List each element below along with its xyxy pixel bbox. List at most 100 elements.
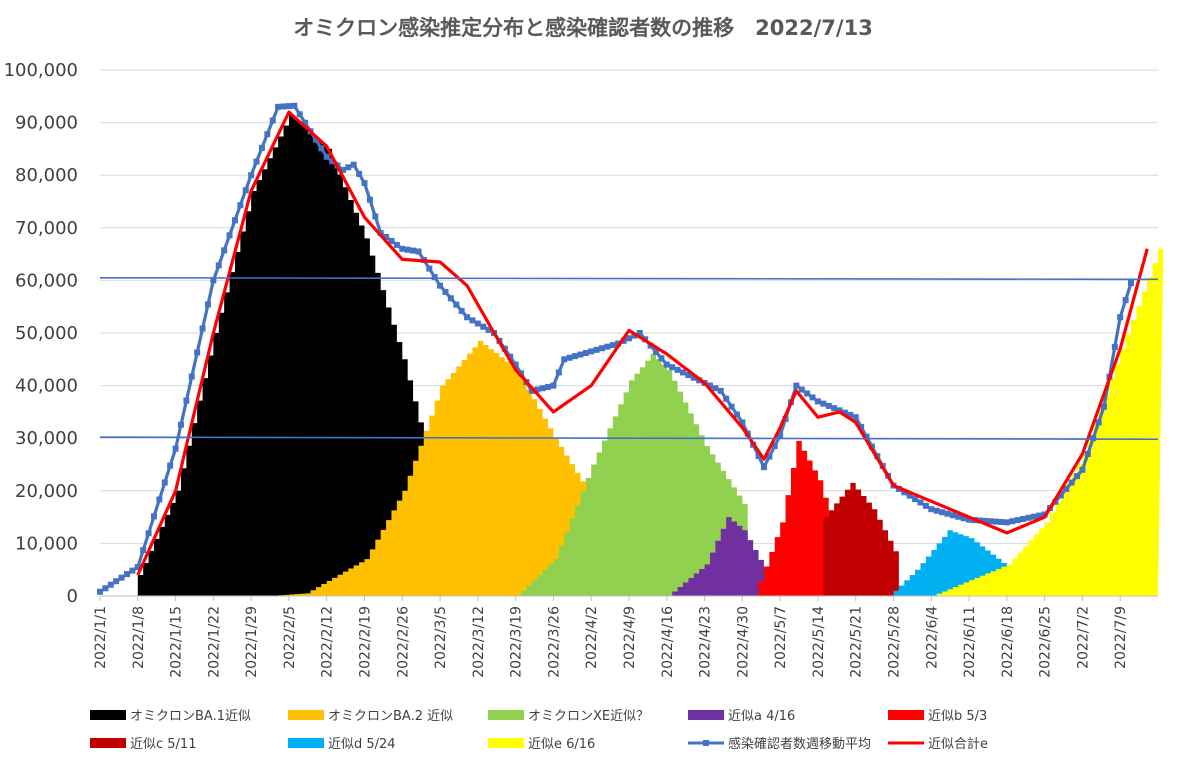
line-marker	[933, 507, 940, 514]
line-marker	[113, 578, 120, 585]
line-marker	[415, 248, 422, 255]
line-marker	[458, 307, 465, 314]
line-marker	[1009, 518, 1016, 525]
line-marker	[939, 509, 946, 516]
line-marker	[480, 323, 487, 330]
x-tick-label: 2022/4/16	[660, 606, 676, 678]
area-series	[931, 248, 1164, 596]
line-marker	[960, 515, 967, 522]
line-marker	[777, 432, 784, 439]
line-marker	[518, 370, 525, 377]
line-marker	[609, 342, 616, 349]
x-tick-label: 2022/4/9	[622, 606, 638, 669]
legend-marker	[703, 740, 709, 746]
line-marker	[426, 265, 433, 272]
line-marker	[410, 247, 417, 254]
line-marker	[917, 499, 924, 506]
legend-label: オミクロンBA.2 近似	[328, 709, 453, 724]
y-tick-label: 30,000	[15, 428, 78, 449]
line-marker	[690, 374, 697, 381]
area-series	[137, 114, 430, 597]
x-tick-label: 2022/2/5	[282, 606, 298, 669]
line-marker	[804, 390, 811, 397]
line-marker	[464, 314, 471, 321]
line-series	[136, 110, 1149, 576]
line-marker	[399, 245, 406, 252]
line-marker	[350, 161, 357, 168]
reference-line	[99, 276, 1159, 281]
line-marker	[1068, 479, 1075, 486]
line-marker	[361, 180, 368, 187]
line-marker	[253, 158, 260, 165]
legend-label: 近似d 5/24	[328, 737, 396, 752]
line-marker	[1128, 280, 1135, 287]
line-marker	[318, 145, 325, 152]
chart-title: オミクロン感染推定分布と感染確認者数の推移 2022/7/13	[293, 16, 873, 40]
line-marker	[118, 574, 125, 581]
reference-lines	[99, 276, 1159, 441]
line-marker	[663, 361, 670, 368]
line-marker	[507, 353, 514, 360]
line-marker	[291, 102, 298, 109]
line-marker	[102, 585, 109, 592]
line-marker	[204, 301, 211, 308]
y-tick-label: 70,000	[15, 218, 78, 239]
line-marker	[685, 372, 692, 379]
line-marker	[1084, 450, 1091, 457]
line-marker	[231, 217, 238, 224]
x-tick-label: 2022/5/7	[773, 606, 789, 669]
x-tick-label: 2022/1/15	[169, 606, 185, 678]
area-series	[267, 340, 603, 596]
x-tick-label: 2022/1/1	[93, 606, 109, 669]
y-tick-label: 60,000	[15, 270, 78, 291]
line-marker	[1111, 344, 1118, 351]
line-marker	[366, 196, 373, 203]
line-marker	[528, 387, 535, 394]
legend-swatch	[488, 738, 524, 748]
line-marker	[453, 301, 460, 308]
line-marker	[129, 567, 136, 574]
line-marker	[1020, 515, 1027, 522]
line-marker	[966, 516, 973, 523]
line-marker	[248, 172, 255, 179]
line-marker	[442, 288, 449, 295]
legend-label: 近似c 5/11	[130, 737, 196, 752]
line-marker	[604, 343, 611, 350]
line-marker	[539, 385, 546, 392]
line-marker	[588, 348, 595, 355]
legend-swatch	[288, 710, 324, 720]
line-marker	[210, 277, 217, 284]
line-marker	[285, 103, 292, 110]
x-tick-label: 2022/1/8	[131, 606, 147, 669]
line-marker	[269, 117, 276, 124]
line-marker	[545, 383, 552, 390]
x-axis: 2022/1/1 2022/1/8 2022/1/15 2022/1/22 2022/1…	[93, 595, 1158, 678]
line-marker	[199, 325, 206, 332]
line-marker	[1057, 492, 1064, 499]
x-tick-label: 2022/3/26	[546, 606, 562, 678]
line-marker	[987, 518, 994, 525]
line-marker	[156, 496, 163, 503]
line-marker	[280, 103, 287, 110]
y-axis: 0 10,000 20,000 30,000 40,000 50,000 60,000 70,…	[4, 60, 78, 607]
line-marker	[755, 452, 762, 459]
line-marker	[555, 369, 562, 376]
line-marker	[1090, 435, 1097, 442]
line-marker	[669, 364, 676, 371]
line-marker	[356, 170, 363, 177]
line-marker	[949, 512, 956, 519]
line-marker	[512, 361, 519, 368]
line-marker	[97, 588, 103, 595]
line-marker	[771, 443, 778, 450]
line-marker	[820, 400, 827, 407]
line-marker	[593, 346, 600, 353]
line-marker	[912, 496, 919, 503]
line-marker	[1036, 512, 1043, 519]
line-marker	[237, 202, 244, 209]
line-marker	[1014, 517, 1021, 524]
area-series	[817, 482, 905, 596]
line-marker	[652, 348, 659, 355]
line-marker	[404, 246, 411, 253]
line-marker	[955, 513, 962, 520]
line-marker	[847, 411, 854, 418]
